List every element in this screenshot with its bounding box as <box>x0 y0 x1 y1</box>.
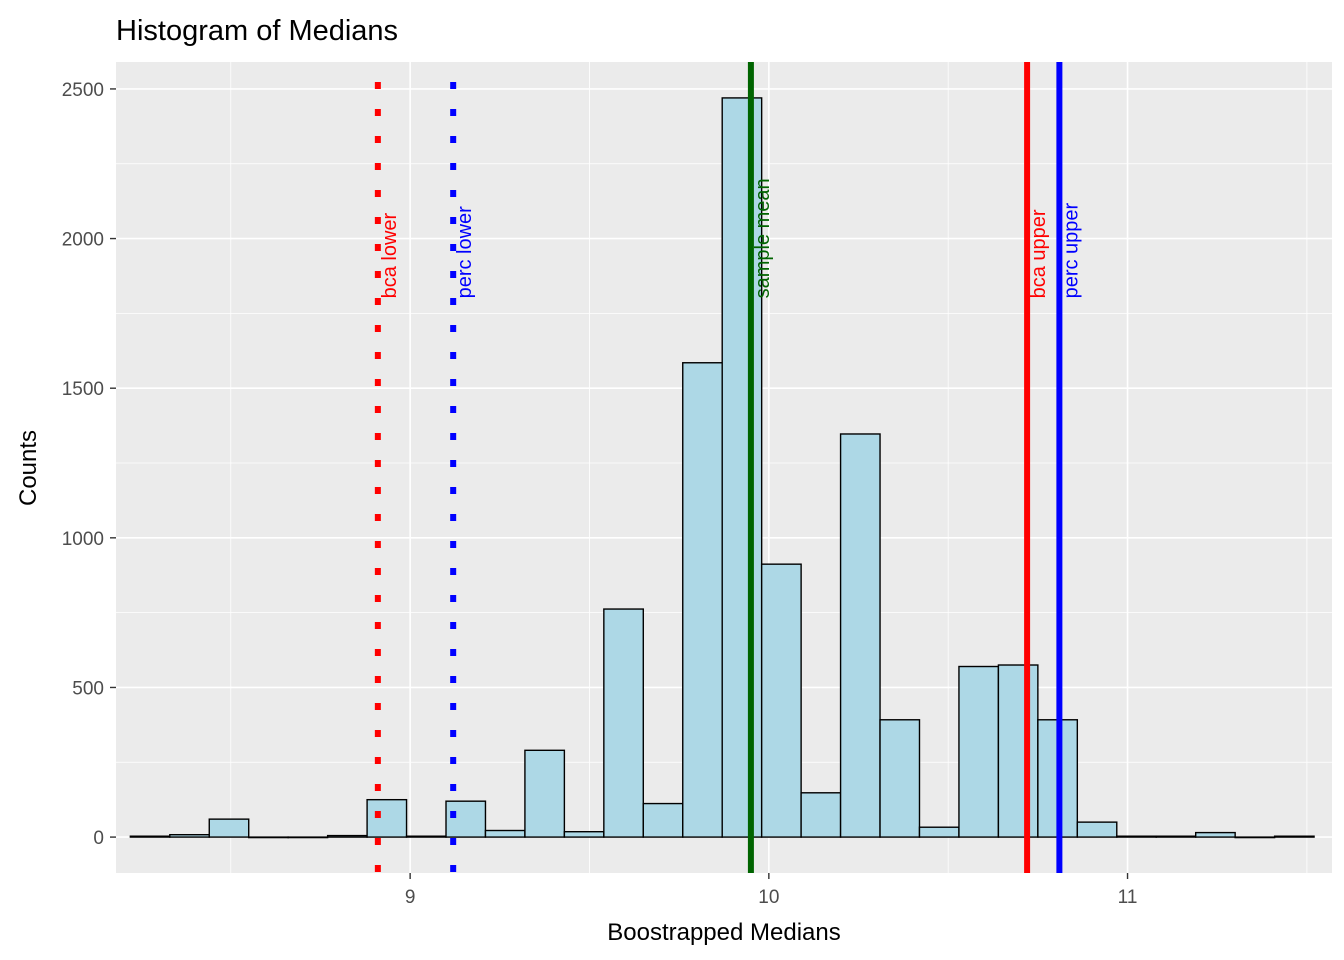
reference-lines: bca lower perc lower sample mean bca upper p… <box>374 62 1082 873</box>
y-tick-label: 1000 <box>62 529 104 550</box>
histogram-bar <box>445 800 487 838</box>
reference-line-label: perc upper <box>1060 202 1082 298</box>
reference-line-label: bca upper <box>1028 209 1050 298</box>
histogram-bar <box>248 836 289 839</box>
histogram-bars <box>129 97 1315 839</box>
histogram-bar <box>1076 821 1118 838</box>
histogram-bar <box>603 608 644 838</box>
histogram-bar <box>1273 835 1315 838</box>
reference-line-label: bca lower <box>379 212 401 298</box>
y-tick-label: 1500 <box>62 379 104 400</box>
histogram-bar <box>918 826 960 838</box>
histogram-bar <box>839 433 881 838</box>
histogram-bar <box>563 831 605 838</box>
x-tick-label: 10 <box>758 887 779 908</box>
histogram-bar <box>1116 835 1157 838</box>
y-axis-title: Counts <box>15 430 42 506</box>
y-tick-label: 500 <box>72 678 104 699</box>
x-tick-label: 11 <box>1118 887 1138 908</box>
histogram-bar <box>879 719 921 838</box>
histogram-bar <box>1194 831 1236 838</box>
reference-line-label: perc lower <box>454 206 476 299</box>
histogram-bar <box>129 835 171 838</box>
x-tick-label: 9 <box>405 887 416 908</box>
histogram-bar <box>366 798 408 838</box>
histogram-bar <box>1234 836 1276 839</box>
histogram-bar <box>958 665 1000 838</box>
histogram-bar <box>484 829 526 838</box>
x-axis-title: Boostrapped Medians <box>607 919 840 946</box>
histogram-bar <box>760 563 802 838</box>
histogram-bar <box>1155 835 1197 838</box>
histogram-bar <box>208 818 250 838</box>
histogram-bar <box>800 792 842 838</box>
histogram-bar <box>682 362 723 838</box>
y-tick-label: 2000 <box>62 230 104 251</box>
y-tick-label: 0 <box>93 828 104 849</box>
histogram-bar <box>721 97 763 838</box>
histogram-bar <box>326 834 368 838</box>
histogram-bar <box>287 836 329 839</box>
y-axis: 0 500 1000 1500 2000 2500 <box>62 80 116 849</box>
histogram-bar <box>524 749 566 838</box>
reference-line-label: sample mean <box>752 178 774 298</box>
y-tick-label: 2500 <box>62 80 104 101</box>
histogram-bar <box>642 802 684 838</box>
histogram-bar <box>169 833 210 838</box>
histogram-bar <box>997 664 1039 838</box>
x-axis: 9 10 11 <box>405 873 1138 908</box>
histogram-bar <box>405 835 447 838</box>
chart-title: Histogram of Medians <box>116 15 398 47</box>
